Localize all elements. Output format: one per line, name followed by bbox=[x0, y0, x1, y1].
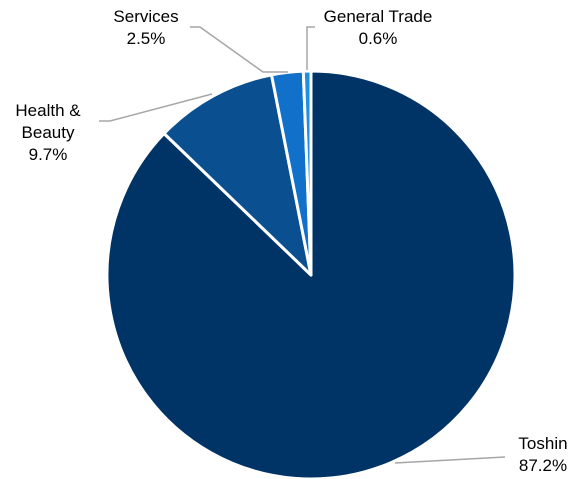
slice-general-trade bbox=[301, 69, 313, 277]
leader-line-general-trade bbox=[306, 26, 315, 70]
leader-line-health-beauty bbox=[99, 93, 213, 122]
slice-name-general-trade: General Trade bbox=[324, 7, 433, 26]
slice-label-health-beauty: Health & Beauty 9.7% bbox=[15, 101, 81, 164]
slice-name-health-beauty: Health & bbox=[15, 101, 81, 120]
slice-name-health-beauty: Beauty bbox=[22, 123, 75, 142]
slice-health-beauty bbox=[162, 73, 313, 277]
slice-value-health-beauty: 9.7% bbox=[29, 145, 68, 164]
slice-labels: Toshin 87.2% Health & Beauty 9.7% Services 2.5… bbox=[15, 7, 567, 475]
leader-lines bbox=[99, 26, 506, 464]
slice-label-services: Services 2.5% bbox=[113, 7, 178, 48]
slice-value-general-trade: 0.6% bbox=[359, 29, 398, 48]
slice-value-services: 2.5% bbox=[127, 29, 166, 48]
leader-line-services bbox=[190, 26, 288, 73]
pie-slices bbox=[105, 69, 517, 479]
slice-name-toshin: Toshin bbox=[518, 434, 567, 453]
slice-label-toshin: Toshin 87.2% bbox=[518, 434, 567, 475]
leader-line-toshin bbox=[394, 456, 506, 464]
slice-label-general-trade: General Trade 0.6% bbox=[324, 7, 433, 48]
slice-value-toshin: 87.2% bbox=[519, 456, 567, 475]
slice-name-services: Services bbox=[113, 7, 178, 26]
